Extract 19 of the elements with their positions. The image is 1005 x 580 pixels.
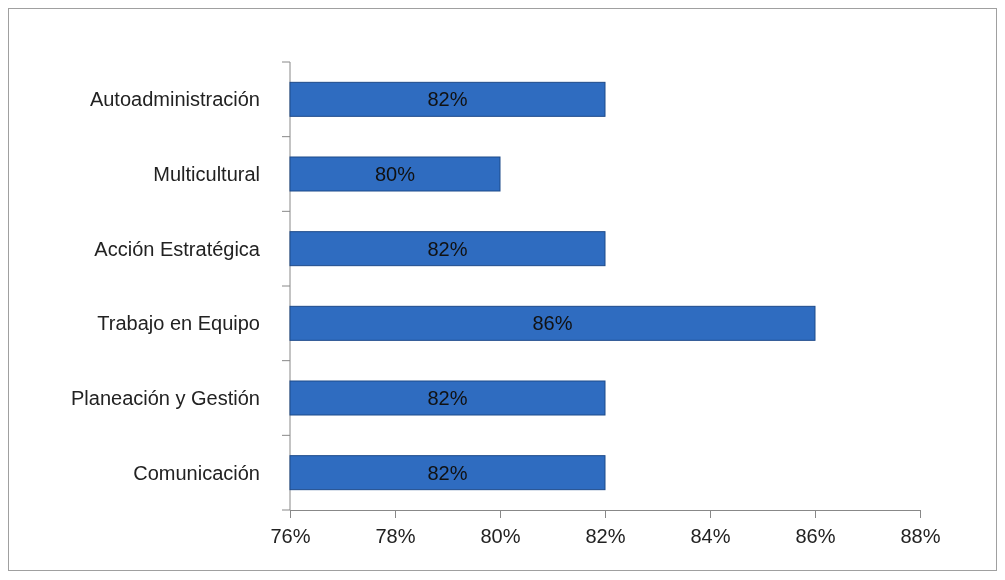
data-label: 86% [532,312,573,335]
y-tick-label: Multicultural [153,163,260,185]
x-tick-label: 84% [690,525,731,547]
y-tick-label: Acción Estratégica [94,237,261,260]
y-tick-label: Comunicación [133,461,260,484]
data-label: 82% [427,237,468,260]
data-label: 80% [374,163,416,185]
x-tick-label: 86% [795,525,836,547]
x-tick-label: 80% [480,525,521,547]
y-tick-label: Trabajo en Equipo [97,312,260,335]
data-label: 82% [427,88,468,111]
x-tick-label: 88% [900,525,941,547]
x-tick-label: 82% [585,525,626,547]
y-tick-label: Autoadministración [89,88,260,111]
data-label: 82% [427,461,468,484]
y-tick-label: Planeación y Gestión [70,387,260,409]
data-label: 82% [427,387,468,409]
x-tick-label: 78% [375,525,416,547]
x-tick-label: 76% [270,525,311,547]
